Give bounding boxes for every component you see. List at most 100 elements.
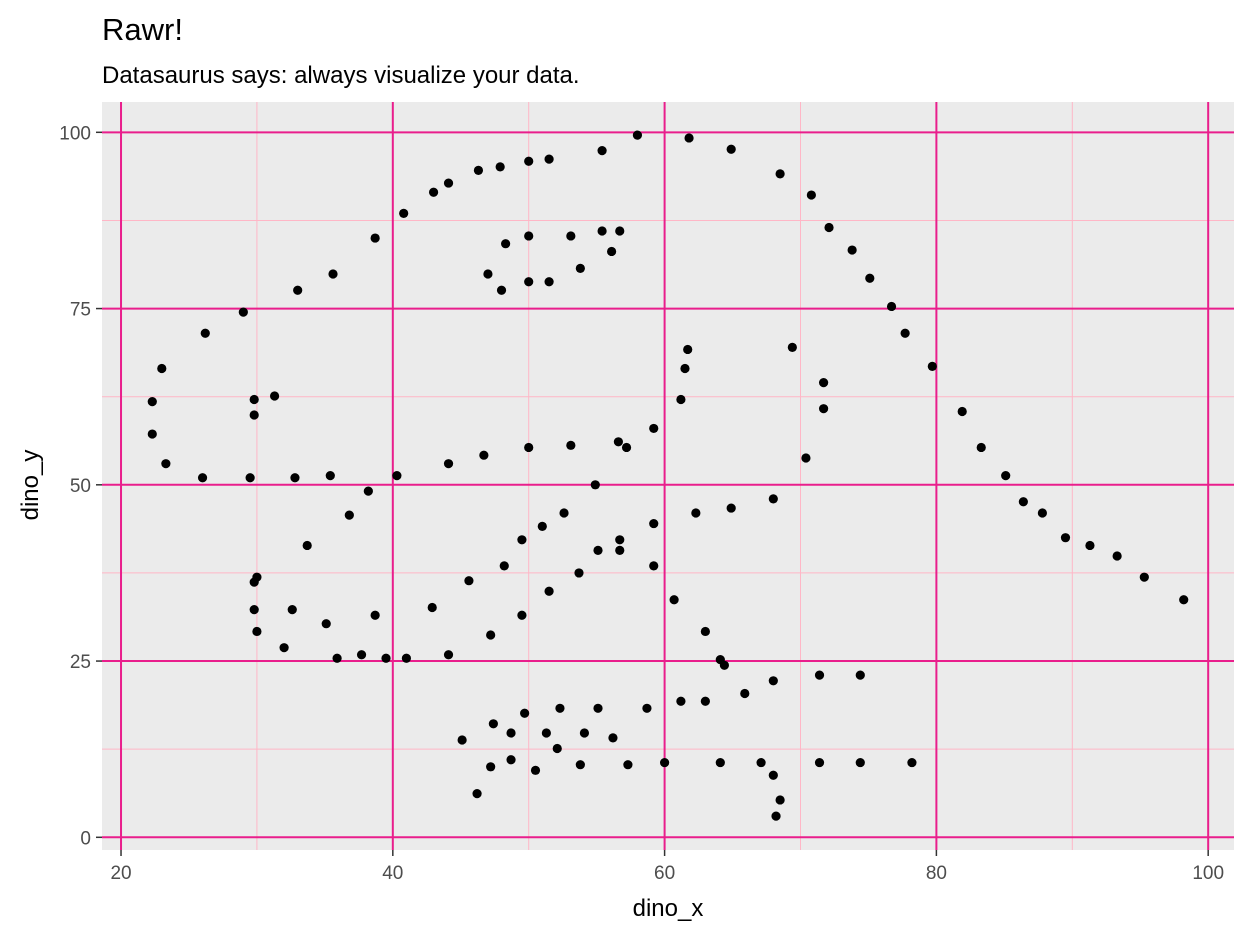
data-point xyxy=(443,650,454,660)
data-point xyxy=(356,650,367,660)
data-point xyxy=(818,377,829,388)
data-point xyxy=(506,728,516,738)
data-point xyxy=(252,626,262,637)
data-point xyxy=(544,586,554,596)
data-point xyxy=(649,423,659,434)
data-point xyxy=(574,568,584,578)
data-point xyxy=(801,453,811,463)
data-point xyxy=(238,307,248,317)
data-point xyxy=(1139,572,1149,582)
data-point xyxy=(726,144,736,154)
x-tick-label: 20 xyxy=(110,863,131,884)
data-point xyxy=(700,696,710,706)
data-point xyxy=(818,404,829,414)
data-point xyxy=(847,245,857,255)
data-point xyxy=(1179,595,1189,605)
x-axis-label: dino_x xyxy=(633,895,704,922)
data-point xyxy=(328,269,338,279)
data-point xyxy=(486,762,496,772)
data-point xyxy=(552,743,562,754)
data-point xyxy=(771,811,781,821)
data-point xyxy=(524,442,534,453)
data-point xyxy=(544,277,554,287)
data-point xyxy=(726,503,736,513)
data-point xyxy=(428,187,439,197)
data-point xyxy=(621,442,632,453)
data-point xyxy=(683,344,693,355)
data-point xyxy=(593,545,603,555)
data-point xyxy=(517,610,527,620)
y-tick-label: 50 xyxy=(70,476,91,497)
data-point xyxy=(590,480,600,490)
data-point xyxy=(976,442,986,453)
data-point xyxy=(1085,540,1095,551)
x-tick-label: 80 xyxy=(926,863,947,884)
data-point xyxy=(472,789,482,799)
data-point xyxy=(506,755,516,765)
data-point xyxy=(775,795,785,805)
data-point xyxy=(495,162,505,172)
data-point xyxy=(649,518,659,529)
x-tick-label: 60 xyxy=(654,863,675,884)
data-point xyxy=(680,363,690,374)
data-point xyxy=(197,473,208,483)
data-point xyxy=(579,728,590,738)
data-point xyxy=(957,406,967,417)
data-point xyxy=(566,231,576,241)
data-point xyxy=(1060,533,1071,543)
data-point xyxy=(399,208,409,218)
data-point xyxy=(530,765,541,775)
data-point xyxy=(740,688,750,699)
data-point xyxy=(488,719,498,729)
data-point xyxy=(269,391,280,401)
data-point xyxy=(1018,497,1028,507)
data-point xyxy=(486,630,496,640)
x-axis-tick-labels: 20 40 60 80 100 xyxy=(110,863,1224,884)
data-point xyxy=(1037,508,1047,518)
data-point xyxy=(608,733,618,743)
data-point xyxy=(370,610,380,620)
data-point xyxy=(279,643,289,653)
data-point xyxy=(252,572,262,582)
data-point xyxy=(613,437,623,447)
data-point xyxy=(147,429,157,439)
data-point xyxy=(1112,551,1122,561)
data-point xyxy=(575,263,585,273)
y-tick-label: 25 xyxy=(70,652,91,673)
data-point xyxy=(249,410,259,420)
data-point xyxy=(559,508,569,518)
data-point xyxy=(900,328,910,338)
data-point xyxy=(501,239,511,249)
data-point xyxy=(520,708,530,718)
data-point xyxy=(245,473,255,483)
chart-title: Rawr! xyxy=(102,12,183,47)
data-point xyxy=(290,473,300,483)
data-point xyxy=(787,342,797,352)
data-point xyxy=(479,450,489,460)
data-point xyxy=(649,561,659,571)
data-point xyxy=(597,226,607,236)
data-point xyxy=(249,604,259,615)
data-point xyxy=(537,521,547,532)
data-point xyxy=(321,619,331,629)
data-point xyxy=(555,703,565,713)
x-tick-label: 100 xyxy=(1192,863,1224,884)
y-axis-label: dino_y xyxy=(17,450,44,521)
data-point xyxy=(623,760,633,770)
data-point xyxy=(381,653,391,663)
data-point xyxy=(443,459,454,469)
data-point xyxy=(927,361,937,371)
data-point xyxy=(427,602,437,613)
data-point xyxy=(855,670,865,680)
data-point xyxy=(824,222,834,233)
axis-ticks xyxy=(96,131,1209,856)
data-point xyxy=(575,760,585,770)
minor-grid xyxy=(102,102,1234,850)
data-point xyxy=(756,757,766,768)
data-point xyxy=(464,576,474,586)
points-layer xyxy=(147,130,1189,821)
data-point xyxy=(715,757,725,768)
y-tick-label: 0 xyxy=(80,828,91,849)
data-point xyxy=(676,696,686,706)
data-point xyxy=(814,670,825,680)
